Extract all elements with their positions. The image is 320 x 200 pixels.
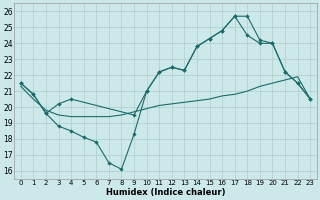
X-axis label: Humidex (Indice chaleur): Humidex (Indice chaleur)	[106, 188, 225, 197]
